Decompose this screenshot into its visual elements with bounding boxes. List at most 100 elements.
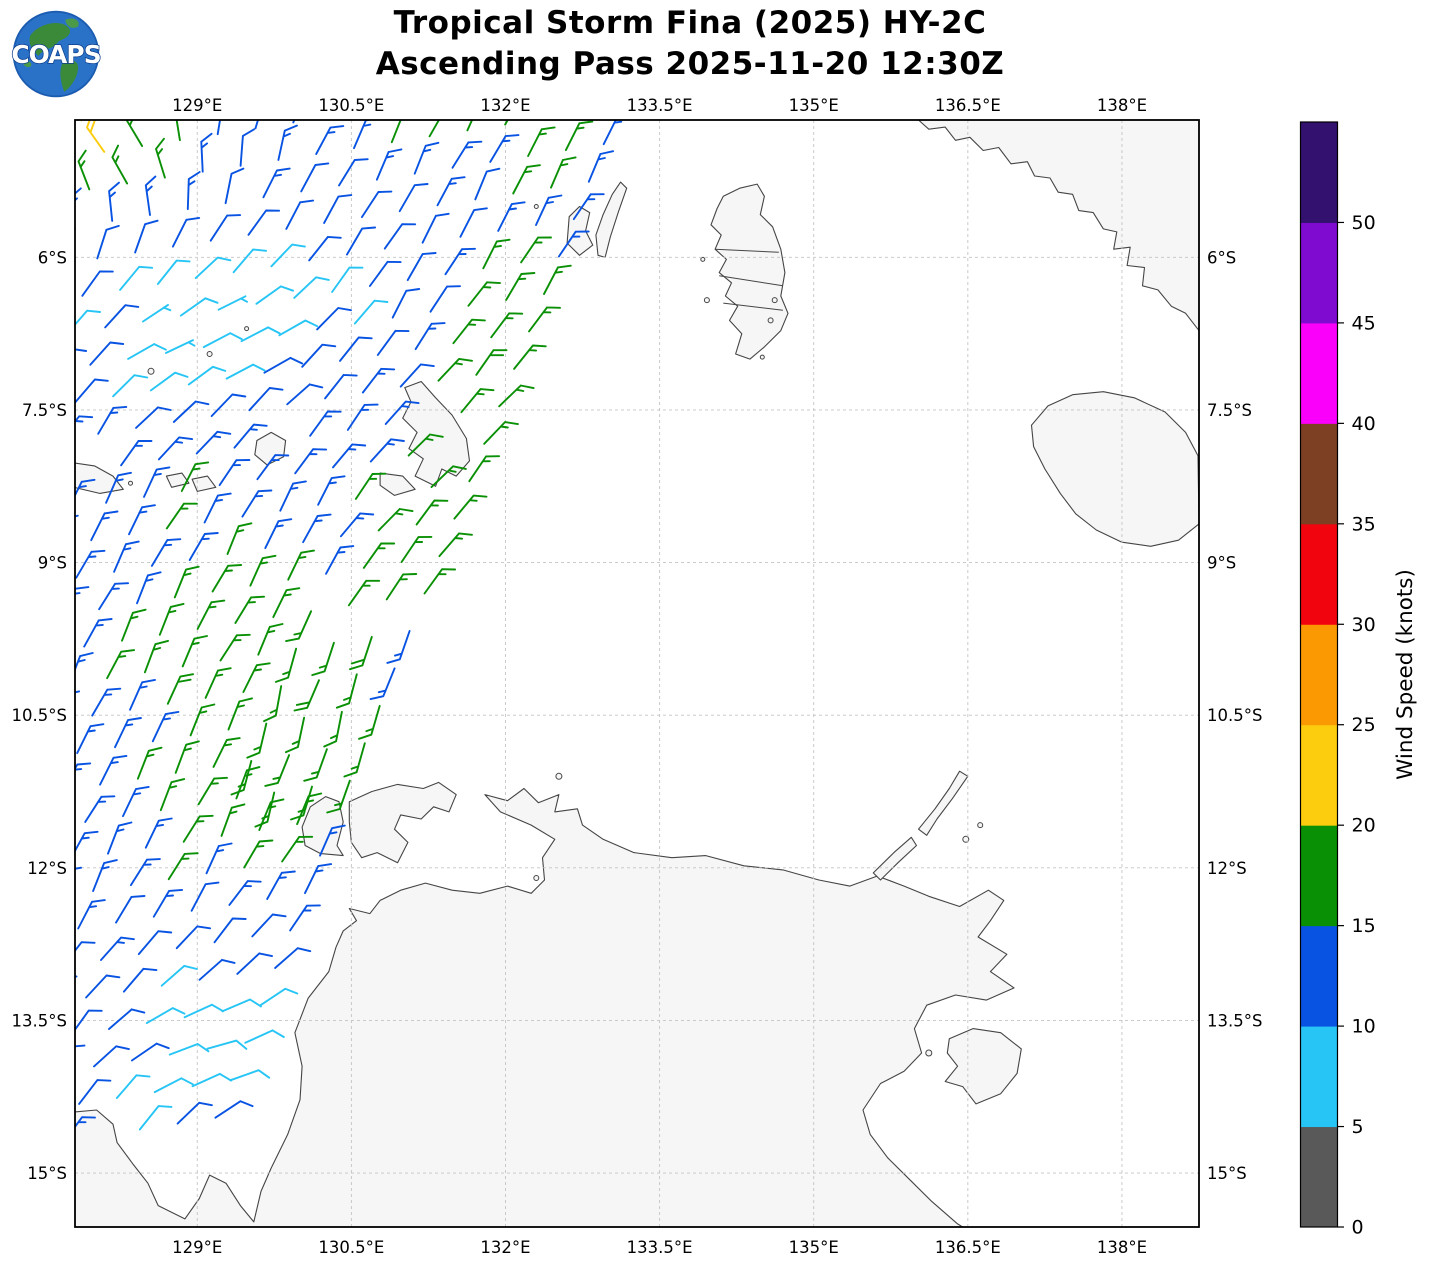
aru-channel xyxy=(715,248,779,253)
wind-barb xyxy=(338,158,369,187)
map-frame xyxy=(74,119,1200,1228)
colorbar-tick-label: 30 xyxy=(1352,614,1376,636)
colorbar-segment xyxy=(1300,1026,1338,1128)
lon-tick-label-top: 130.5°E xyxy=(318,96,384,115)
wind-barb xyxy=(289,904,321,932)
wind-barb xyxy=(474,167,501,201)
wind-barb xyxy=(324,373,358,400)
wind-barb xyxy=(122,967,158,993)
wind-barb xyxy=(430,465,467,489)
coastline-dolak-island xyxy=(1030,391,1199,547)
islet xyxy=(703,297,710,304)
wind-barb xyxy=(413,141,440,175)
wind-barb xyxy=(151,710,180,743)
wind-barb xyxy=(543,264,572,295)
colorbar-tick-label: 40 xyxy=(1352,413,1376,435)
wind-barb xyxy=(189,703,216,737)
lat-tick-label-left: 9°S xyxy=(38,554,67,573)
wind-barb xyxy=(212,737,241,768)
wind-barb xyxy=(247,209,281,236)
wind-barb xyxy=(293,276,330,299)
islet xyxy=(147,367,155,375)
wind-barb xyxy=(41,157,52,196)
wind-barb xyxy=(436,176,466,207)
colorbar-tick-label: 20 xyxy=(1352,815,1376,837)
wind-barb xyxy=(142,303,172,323)
colorbar: 0 5 10 15 20 25 30 35 40 45 50 Wind Speed (knots) xyxy=(1299,121,1418,1239)
wind-barb xyxy=(206,1039,248,1050)
wind-barb xyxy=(278,319,319,337)
wind-barb xyxy=(358,704,381,740)
lon-tick-label-bottom: 138°E xyxy=(1097,1238,1147,1257)
wind-barb xyxy=(75,762,92,771)
wind-barb xyxy=(145,1007,186,1025)
wind-barb xyxy=(255,285,295,305)
land-layer xyxy=(75,120,1199,1227)
wind-barb xyxy=(347,579,381,607)
wind-barb xyxy=(482,238,511,270)
wind-barb xyxy=(111,144,129,185)
wind-barb xyxy=(264,518,293,550)
wind-barb xyxy=(172,400,210,423)
wind-barb xyxy=(165,502,198,530)
wind-barb xyxy=(360,190,393,219)
wind-barb xyxy=(512,164,541,195)
wind-barb xyxy=(390,120,405,144)
wind-barb xyxy=(391,288,421,319)
wind-barb xyxy=(274,947,312,969)
wind-barb xyxy=(100,936,135,961)
colorbar-tick-label: 25 xyxy=(1352,714,1376,736)
wind-barb xyxy=(229,1069,271,1082)
wind-barb xyxy=(78,1079,112,1105)
wind-barb xyxy=(186,171,201,211)
islet xyxy=(128,480,133,486)
wind-barb xyxy=(115,895,146,924)
colorbar-segment xyxy=(1300,222,1338,324)
lon-tick-label-bottom: 130.5°E xyxy=(318,1238,384,1257)
lat-tick-label-right: 15°S xyxy=(1207,1164,1247,1183)
colorbar-tick-label: 10 xyxy=(1352,1016,1376,1038)
wind-barb xyxy=(475,349,508,376)
wind-barb xyxy=(104,304,140,329)
wind-barb xyxy=(175,120,181,142)
wind-barb xyxy=(349,635,373,671)
wind-barb xyxy=(127,343,167,360)
wind-barb xyxy=(445,73,474,99)
graticule-layer xyxy=(75,120,1199,1227)
colorbar-segment xyxy=(1300,925,1338,1027)
wind-barb xyxy=(191,1072,233,1088)
wind-barb xyxy=(235,766,261,800)
wind-barb xyxy=(128,504,156,536)
wind-barb xyxy=(84,795,116,823)
wind-barb xyxy=(77,899,106,930)
title-line-2: Ascending Pass 2025-11-20 12:30Z xyxy=(375,46,1005,82)
wind-barb xyxy=(80,120,83,122)
wind-barb xyxy=(174,740,200,774)
wind-barb xyxy=(293,679,320,712)
wind-barb xyxy=(489,134,520,163)
wind-barb xyxy=(98,582,130,611)
coastline-wessel-chain-a xyxy=(872,836,918,881)
wind-barb xyxy=(466,120,474,132)
wind-barb xyxy=(209,214,242,242)
wind-barb xyxy=(129,858,161,887)
wind-barb xyxy=(197,776,228,806)
coastline-aru-islands xyxy=(710,183,789,360)
wind-barb xyxy=(602,120,623,146)
wind-barb xyxy=(176,1101,213,1125)
wind-barb xyxy=(75,187,82,228)
wind-barb xyxy=(48,122,66,158)
wind-barb xyxy=(353,299,389,325)
wind-barb xyxy=(240,326,281,343)
wind-barb xyxy=(125,120,144,147)
wind-barb xyxy=(211,564,243,593)
wind-barb xyxy=(368,260,402,287)
wind-barb xyxy=(75,1009,103,1032)
wind-barb xyxy=(311,641,335,677)
wind-barb xyxy=(105,76,119,114)
wind-barb xyxy=(75,941,96,953)
islet xyxy=(533,204,539,209)
wind-barb xyxy=(213,917,247,944)
colorbar-segment xyxy=(1300,322,1338,424)
